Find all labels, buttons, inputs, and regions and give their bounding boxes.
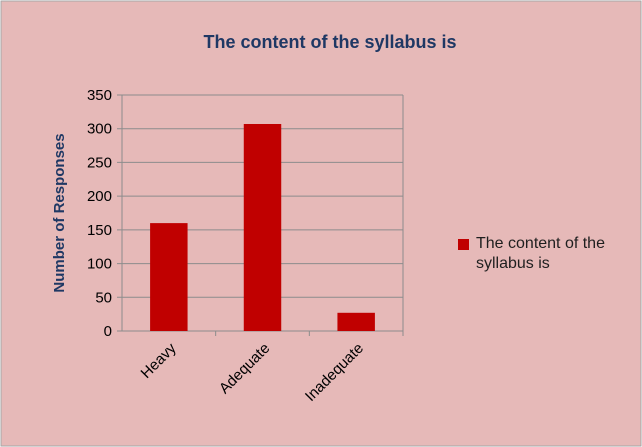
bar [150, 223, 188, 331]
y-tick-label: 50 [95, 289, 112, 306]
y-tick-label: 200 [87, 188, 112, 205]
y-tick-label: 300 [87, 121, 112, 138]
bar [243, 123, 282, 331]
y-tick-label: 150 [87, 222, 112, 239]
y-tick-label: 350 [87, 87, 112, 104]
y-tick-label: 0 [104, 323, 112, 340]
y-axis-label: Number of Responses [51, 133, 68, 292]
legend-label: The content of the syllabus is [476, 235, 605, 272]
legend-swatch [458, 239, 469, 250]
y-tick-label: 100 [87, 256, 112, 273]
bar [337, 312, 375, 331]
legend: The content of the syllabus is [458, 234, 632, 274]
y-tick-label: 250 [87, 154, 112, 171]
chart-title: The content of the syllabus is [203, 32, 456, 52]
legend-entry: The content of the syllabus is [458, 234, 632, 274]
